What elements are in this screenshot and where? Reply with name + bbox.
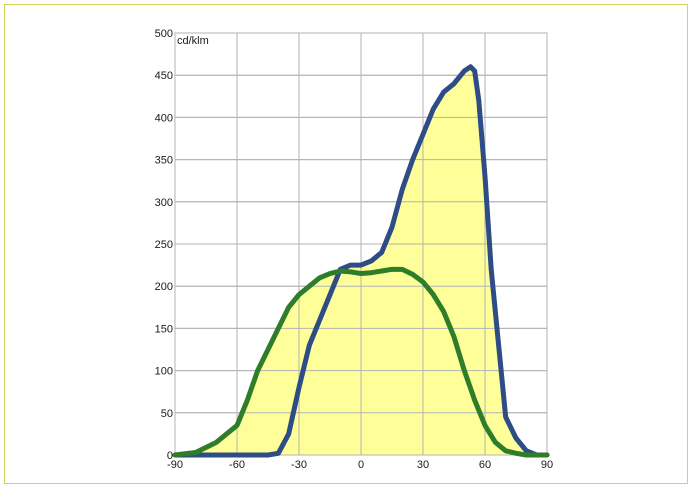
y-tick-labels: 0 50 100 150 200 250 300 350 400 450 500 — [155, 28, 173, 462]
x-tick-label: 30 — [417, 459, 429, 471]
y-tick-label: 400 — [155, 112, 173, 124]
series-line-2 — [172, 266, 550, 458]
y-tick-label: 150 — [155, 323, 173, 335]
x-tick-label: 60 — [479, 459, 491, 471]
series-line-1 — [172, 64, 550, 458]
y-tick-label: 500 — [155, 28, 173, 40]
y-tick-label: 300 — [155, 197, 173, 209]
x-tick-label: -30 — [291, 459, 307, 471]
x-tick-label: 90 — [541, 459, 553, 471]
y-tick-label: 0 — [167, 450, 173, 462]
y-tick-label: 350 — [155, 155, 173, 167]
x-tick-label: 0 — [358, 459, 364, 471]
y-axis-unit: cd/klm — [177, 35, 209, 47]
y-tick-label: 50 — [161, 408, 173, 420]
x-tick-label: -60 — [229, 459, 245, 471]
series-lines — [172, 64, 550, 458]
y-tick-label: 200 — [155, 281, 173, 293]
y-tick-label: 100 — [155, 366, 173, 378]
x-tick-label: -90 — [167, 459, 183, 471]
area-fill-path — [175, 66, 547, 455]
x-tick-labels: -90 -60 -30 0 30 60 90 — [167, 459, 553, 471]
y-tick-label: 250 — [155, 239, 173, 251]
y-tick-label: 450 — [155, 70, 173, 82]
